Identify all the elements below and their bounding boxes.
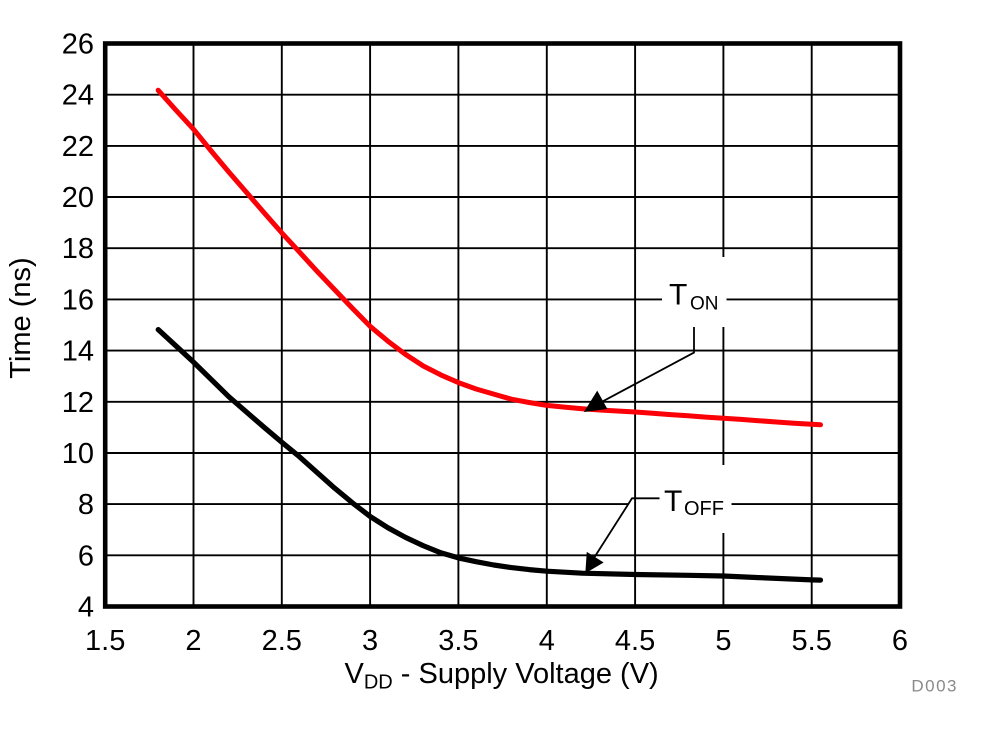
svg-text:22: 22 (62, 131, 94, 163)
svg-text:26: 26 (62, 29, 94, 61)
svg-text:4: 4 (78, 592, 94, 624)
svg-text:VDD - Supply Voltage (V): VDD - Supply Voltage (V) (345, 658, 659, 694)
svg-text:3.5: 3.5 (438, 625, 478, 657)
svg-text:8: 8 (78, 489, 94, 521)
svg-text:T: T (669, 278, 687, 311)
svg-text:2.5: 2.5 (262, 625, 302, 657)
svg-text:3: 3 (362, 625, 378, 657)
svg-text:10: 10 (62, 438, 94, 470)
svg-text:18: 18 (62, 233, 94, 265)
svg-text:OFF: OFF (684, 498, 724, 520)
svg-text:1.5: 1.5 (85, 625, 125, 657)
svg-text:20: 20 (62, 182, 94, 214)
svg-text:Time (ns): Time (ns) (5, 257, 37, 378)
svg-text:12: 12 (62, 387, 94, 419)
svg-text:6: 6 (78, 540, 94, 572)
svg-text:16: 16 (62, 284, 94, 316)
svg-text:5: 5 (715, 625, 731, 657)
svg-text:5.5: 5.5 (792, 625, 832, 657)
svg-text:2: 2 (185, 625, 201, 657)
svg-text:D003: D003 (911, 677, 958, 696)
svg-text:6: 6 (892, 625, 908, 657)
svg-text:4: 4 (539, 625, 555, 657)
svg-text:T: T (664, 485, 682, 518)
svg-text:24: 24 (62, 80, 94, 112)
svg-text:ON: ON (690, 293, 719, 314)
svg-text:14: 14 (62, 336, 94, 368)
svg-text:4.5: 4.5 (615, 625, 655, 657)
